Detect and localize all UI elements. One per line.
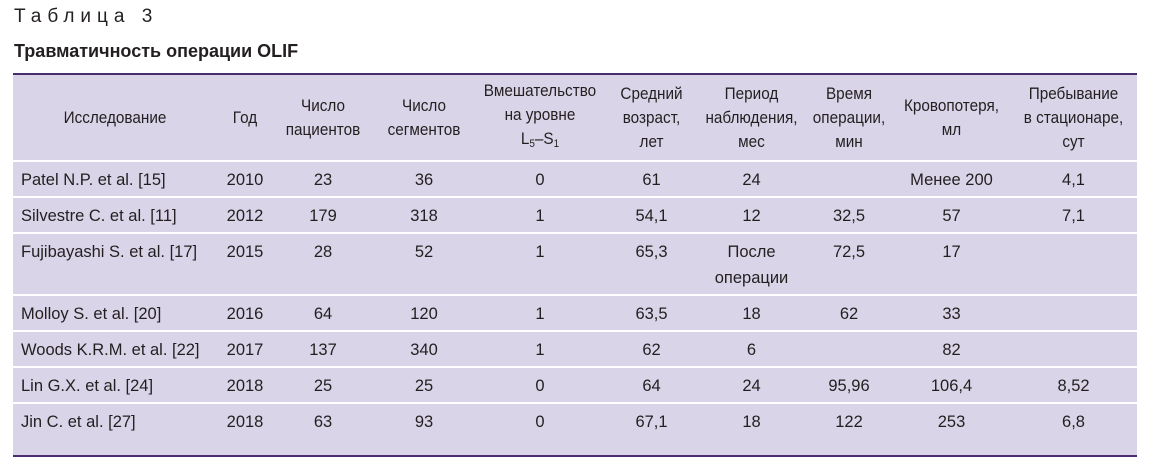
- cell-segments: 25: [373, 366, 475, 403]
- cell-age: 54,1: [605, 196, 698, 233]
- cell-stay: 6,8: [1010, 402, 1137, 438]
- cell-optime: [805, 330, 893, 367]
- cell-segments: 52: [373, 232, 475, 295]
- header-year: Год: [219, 75, 271, 161]
- cell-intervention: 0: [475, 366, 605, 403]
- header-segments: Число сегментов: [378, 75, 470, 161]
- table-title: Травматичность операции OLIF: [14, 41, 299, 61]
- cell-bloodloss: 17: [893, 232, 1010, 295]
- cell-patients: 64: [273, 294, 373, 331]
- cell-study: Lin G.X. et al. [24]: [13, 366, 217, 403]
- data-table: Исследование Год Число пациентов Число сег…: [13, 75, 1137, 438]
- cell-bloodloss: 57: [893, 196, 1010, 233]
- cell-stay: [1010, 232, 1137, 295]
- cell-year: 2018: [217, 366, 273, 403]
- cell-stay: [1010, 294, 1137, 331]
- header-stay: Пребывание в стационаре, сут: [1016, 75, 1131, 161]
- cell-followup: 24: [698, 366, 805, 403]
- cell-optime: 95,96: [805, 366, 893, 403]
- cell-optime: 32,5: [805, 196, 893, 233]
- cell-year: 2012: [217, 196, 273, 233]
- cell-followup: После операции: [698, 232, 805, 295]
- cell-study: Jin C. et al. [27]: [13, 402, 217, 438]
- cell-stay: 8,52: [1010, 366, 1137, 403]
- cell-stay: [1010, 330, 1137, 367]
- cell-year: 2018: [217, 402, 273, 438]
- cell-segments: 340: [373, 330, 475, 367]
- table-row: Patel N.P. et al. [15] 2010 23 36 0 61 2…: [13, 160, 1137, 197]
- header-intervention: Вмешательство на уровне L5–S1: [481, 75, 599, 161]
- table-row: Jin C. et al. [27] 2018 63 93 0 67,1 18 …: [13, 402, 1137, 438]
- header-study: Исследование: [23, 75, 207, 161]
- cell-study: Molloy S. et al. [20]: [13, 294, 217, 331]
- header-optime: Время операции, мин: [809, 75, 889, 161]
- cell-age: 64: [605, 366, 698, 403]
- cell-segments: 36: [373, 160, 475, 197]
- cell-year: 2015: [217, 232, 273, 295]
- cell-bloodloss: 82: [893, 330, 1010, 367]
- cell-patients: 179: [273, 196, 373, 233]
- cell-intervention: 0: [475, 160, 605, 197]
- cell-followup: 24: [698, 160, 805, 197]
- cell-followup: 12: [698, 196, 805, 233]
- table-row: Fujibayashi S. et al. [17] 2015 28 52 1 …: [13, 232, 1137, 295]
- cell-followup: 6: [698, 330, 805, 367]
- data-table-container: Исследование Год Число пациентов Число сег…: [13, 73, 1137, 457]
- cell-age: 65,3: [605, 232, 698, 295]
- header-patients: Число пациентов: [278, 75, 368, 161]
- cell-patients: 28: [273, 232, 373, 295]
- cell-optime: 62: [805, 294, 893, 331]
- cell-followup: 18: [698, 294, 805, 331]
- cell-stay: 4,1: [1010, 160, 1137, 197]
- cell-study: Silvestre C. et al. [11]: [13, 196, 217, 233]
- cell-study: Patel N.P. et al. [15]: [13, 160, 217, 197]
- cell-patients: 25: [273, 366, 373, 403]
- table-row: Silvestre C. et al. [11] 2012 179 318 1 …: [13, 196, 1137, 233]
- cell-intervention: 1: [475, 330, 605, 367]
- cell-study: Woods K.R.M. et al. [22]: [13, 330, 217, 367]
- cell-intervention: 0: [475, 402, 605, 438]
- header-row: Исследование Год Число пациентов Число сег…: [13, 75, 1137, 161]
- cell-intervention: 1: [475, 196, 605, 233]
- cell-stay: 7,1: [1010, 196, 1137, 233]
- cell-patients: 137: [273, 330, 373, 367]
- cell-age: 63,5: [605, 294, 698, 331]
- cell-patients: 63: [273, 402, 373, 438]
- cell-bloodloss: 33: [893, 294, 1010, 331]
- cell-segments: 318: [373, 196, 475, 233]
- cell-year: 2016: [217, 294, 273, 331]
- cell-intervention: 1: [475, 294, 605, 331]
- cell-bloodloss: 106,4: [893, 366, 1010, 403]
- header-bloodloss: Кровопотеря, мл: [898, 75, 1005, 161]
- cell-bloodloss: Менее 200: [893, 160, 1010, 197]
- cell-followup: 18: [698, 402, 805, 438]
- header-followup: Период наблюдения, мес: [703, 75, 800, 161]
- table-row: Lin G.X. et al. [24] 2018 25 25 0 64 24 …: [13, 366, 1137, 403]
- cell-optime: [805, 160, 893, 197]
- cell-study: Fujibayashi S. et al. [17]: [13, 232, 217, 295]
- cell-patients: 23: [273, 160, 373, 197]
- cell-intervention: 1: [475, 232, 605, 295]
- cell-optime: 72,5: [805, 232, 893, 295]
- cell-optime: 122: [805, 402, 893, 438]
- cell-year: 2017: [217, 330, 273, 367]
- cell-age: 67,1: [605, 402, 698, 438]
- cell-segments: 93: [373, 402, 475, 438]
- header-age: Средний возраст, лет: [609, 75, 694, 161]
- table-row: Molloy S. et al. [20] 2016 64 120 1 63,5…: [13, 294, 1137, 331]
- cell-age: 61: [605, 160, 698, 197]
- cell-age: 62: [605, 330, 698, 367]
- table-row: Woods K.R.M. et al. [22] 2017 137 340 1 …: [13, 330, 1137, 367]
- cell-bloodloss: 253: [893, 402, 1010, 438]
- table-caption: Таблица 3: [14, 6, 159, 27]
- cell-segments: 120: [373, 294, 475, 331]
- cell-year: 2010: [217, 160, 273, 197]
